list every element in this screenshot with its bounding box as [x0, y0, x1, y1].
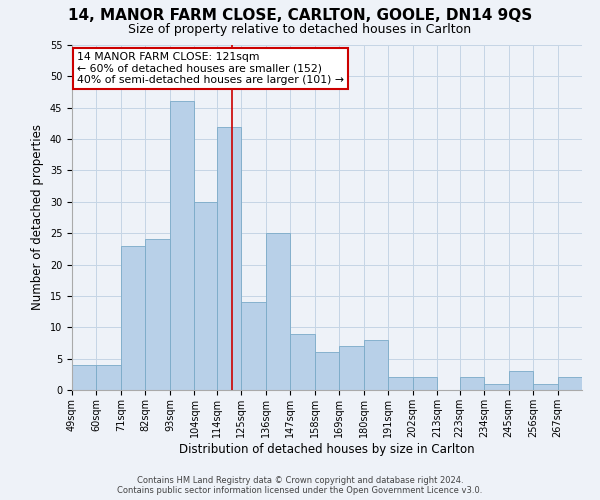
Bar	[339, 346, 364, 390]
Text: 14 MANOR FARM CLOSE: 121sqm
← 60% of detached houses are smaller (152)
40% of se: 14 MANOR FARM CLOSE: 121sqm ← 60% of det…	[77, 52, 344, 85]
Bar	[145, 240, 170, 390]
Bar	[484, 384, 509, 390]
Bar	[97, 365, 121, 390]
Text: Contains HM Land Registry data © Crown copyright and database right 2024.
Contai: Contains HM Land Registry data © Crown c…	[118, 476, 482, 495]
Bar	[509, 371, 533, 390]
X-axis label: Distribution of detached houses by size in Carlton: Distribution of detached houses by size …	[179, 442, 475, 456]
Y-axis label: Number of detached properties: Number of detached properties	[31, 124, 44, 310]
Bar	[266, 233, 290, 390]
Bar	[290, 334, 315, 390]
Bar	[364, 340, 388, 390]
Text: Size of property relative to detached houses in Carlton: Size of property relative to detached ho…	[128, 22, 472, 36]
Bar	[121, 246, 145, 390]
Bar	[170, 102, 194, 390]
Bar	[72, 365, 97, 390]
Bar	[533, 384, 557, 390]
Bar	[241, 302, 266, 390]
Bar	[413, 378, 437, 390]
Bar	[194, 202, 217, 390]
Bar	[557, 378, 582, 390]
Bar	[217, 126, 241, 390]
Bar	[315, 352, 339, 390]
Text: 14, MANOR FARM CLOSE, CARLTON, GOOLE, DN14 9QS: 14, MANOR FARM CLOSE, CARLTON, GOOLE, DN…	[68, 8, 532, 22]
Bar	[460, 378, 484, 390]
Bar	[388, 378, 413, 390]
